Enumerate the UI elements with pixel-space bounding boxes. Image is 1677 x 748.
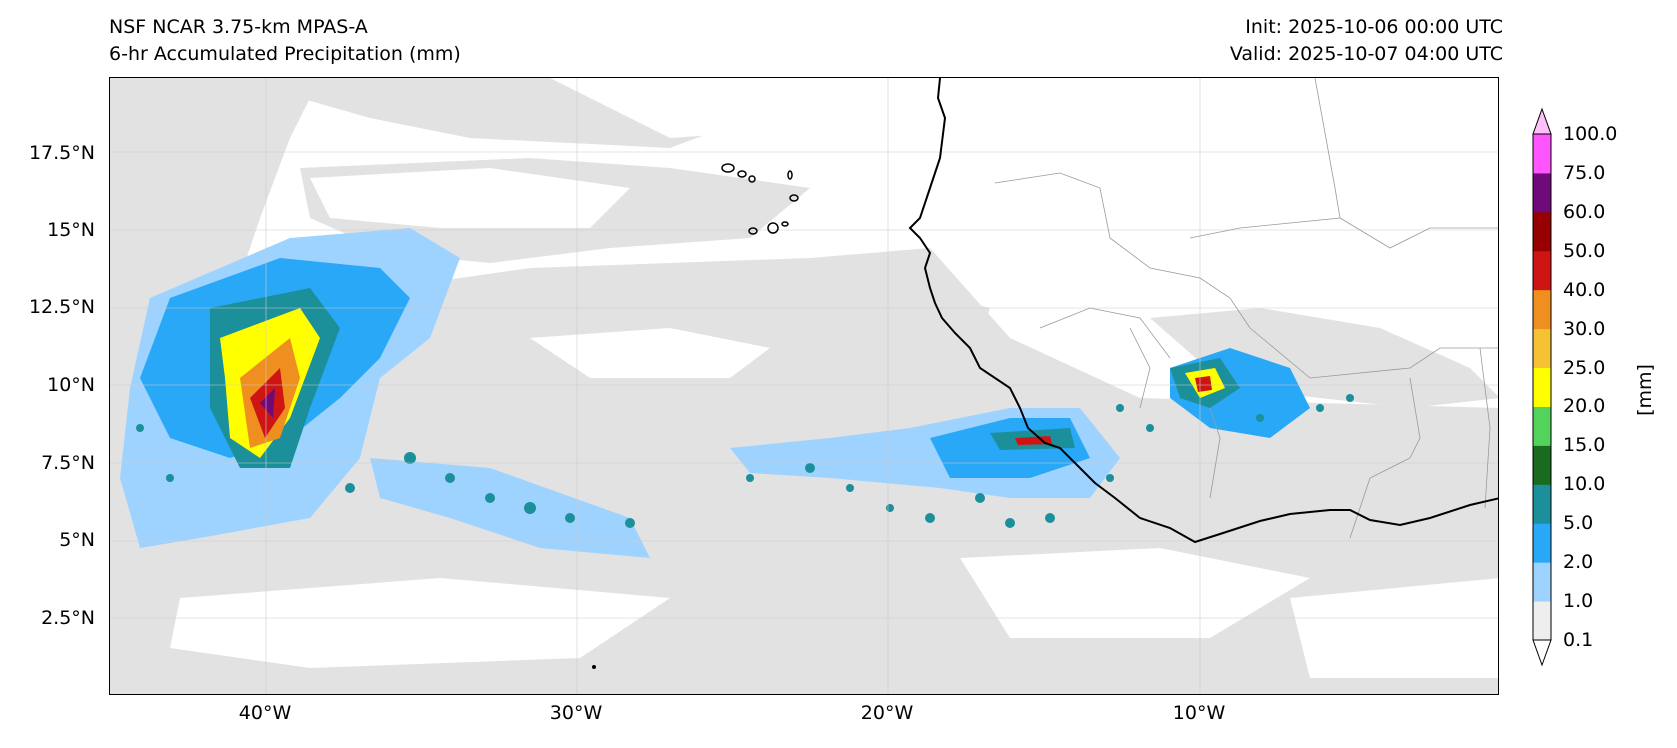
coastlines: [908, 78, 1498, 544]
lon-label-20w: 20°W: [860, 702, 914, 724]
colorbar-tick-label: 10.0: [1563, 473, 1606, 496]
colorbar-segment: [1533, 328, 1551, 369]
island-dot: [592, 665, 596, 669]
map-title: NSF NCAR 3.75-km MPAS-A 6-hr Accumulated…: [109, 14, 461, 68]
colorbar-segment: [1533, 601, 1551, 641]
field-name: 6-hr Accumulated Precipitation (mm): [109, 43, 461, 65]
lat-label-17-5n: 17.5°N: [28, 142, 95, 164]
time-info: Init: 2025-10-06 00:00 UTC Valid: 2025-1…: [1230, 14, 1503, 68]
colorbar: [1532, 107, 1552, 667]
valid-time: Valid: 2025-10-07 04:00 UTC: [1229, 43, 1503, 65]
colorbar-segment: [1533, 562, 1551, 602]
lat-label-10n: 10°N: [47, 374, 95, 396]
colorbar-tick-label: 0.1: [1563, 629, 1594, 651]
lon-label-40w: 40°W: [238, 702, 292, 724]
cape-verde-islands: [721, 163, 799, 235]
lat-label-5n: 5°N: [59, 529, 95, 551]
colorbar-segment: [1533, 172, 1551, 213]
lat-label-12-5n: 12.5°N: [28, 296, 95, 318]
map-panel: [109, 77, 1499, 695]
colorbar-segment: [1533, 484, 1551, 524]
colorbar-tick-label: 1.0: [1563, 590, 1594, 613]
scattered-cells: [136, 394, 1354, 528]
map-canvas: [110, 78, 1498, 694]
colorbar-segment: [1533, 289, 1551, 330]
colorbar-segment: [1533, 250, 1551, 291]
model-name: NSF NCAR 3.75-km MPAS-A: [109, 16, 368, 38]
lon-label-10w: 10°W: [1172, 702, 1226, 724]
colorbar-tick-label: 100.0: [1563, 123, 1618, 145]
clear-areas: [170, 78, 1498, 678]
lat-label-15n: 15°N: [47, 219, 95, 241]
colorbar-segment: [1533, 523, 1551, 563]
lat-label-2-5n: 2.5°N: [41, 607, 95, 629]
init-time: Init: 2025-10-06 00:00 UTC: [1245, 16, 1503, 38]
colorbar-tick-label: 30.0: [1563, 317, 1606, 340]
colorbar-segment: [1533, 445, 1551, 485]
colorbar-tick-label: 60.0: [1563, 200, 1606, 223]
heavy-precip-layer: [210, 288, 1240, 468]
colorbar-segment: [1533, 367, 1551, 407]
colorbar-tick-label: 25.0: [1563, 356, 1606, 379]
colorbar-segment: [1533, 134, 1551, 174]
colorbar-top-extend: [1532, 107, 1552, 135]
lat-label-7-5n: 7.5°N: [41, 452, 95, 474]
colorbar-bottom-extend: [1532, 639, 1552, 667]
colorbar-tick-label: 75.0: [1563, 161, 1606, 184]
colorbar-tick-label: 50.0: [1563, 239, 1606, 262]
colorbar-segment: [1533, 211, 1551, 252]
colorbar-tick-label: 20.0: [1563, 395, 1606, 418]
colorbar-tick-label: 2.0: [1563, 551, 1594, 574]
colorbar-tick-label: 40.0: [1563, 278, 1606, 301]
colorbar-tick-label: 15.0: [1563, 434, 1606, 457]
lon-label-30w: 30°W: [549, 702, 603, 724]
colorbar-tick-label: 5.0: [1563, 512, 1594, 535]
colorbar-segment: [1533, 406, 1551, 446]
gridlines: [110, 78, 1498, 694]
country-borders: [994, 78, 1498, 539]
colorbar-unit-label: [mm]: [1634, 364, 1656, 416]
